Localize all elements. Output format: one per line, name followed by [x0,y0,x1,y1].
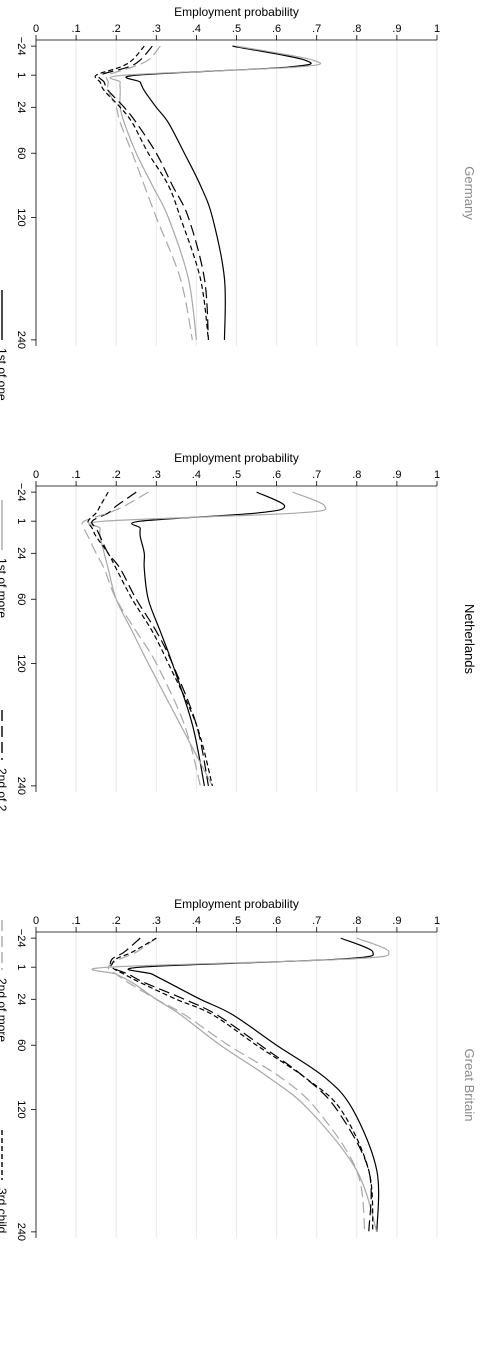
y-tick-label: .3 [152,23,161,35]
y-tick-label: .4 [192,23,201,35]
x-tick-label: 24 [15,547,27,559]
x-tick-label: 240 [15,1223,27,1241]
x-tick-label: 240 [15,331,27,349]
chart-panel-0: 0 .1 .2 .3 .4 .5 .6 .7 .8 .9 1 Employment probabili… [15,5,477,349]
y-tick-label: .5 [232,915,241,927]
x-tick-label: −24 [15,929,27,948]
x-tick-label: 120 [15,1100,27,1118]
y-tick-label: .2 [112,915,121,927]
x-tick-label: 60 [15,147,27,159]
x-tick-label: 24 [15,101,27,113]
legend: 1st of one 1st of more 2nd of 2 2nd of more… [0,290,9,1233]
series-line-2nd-of-2 [109,937,372,1232]
x-tick-label: −24 [15,483,27,502]
y-tick-label: .5 [232,469,241,481]
y-tick-label: .2 [112,23,121,35]
series-line-3rd-child [94,45,210,340]
y-axis-label: Employment probability [174,5,299,19]
chart-title: Great Britain [462,1049,477,1122]
legend-label: 1st of one [0,348,9,401]
series-line-1st-of-more [91,937,390,1233]
series-line-2nd-of-more [81,491,201,787]
y-tick-label: .1 [72,915,81,927]
y-tick-label: .3 [152,915,161,927]
series-line-1st-of-one [127,937,380,1232]
y-tick-label: .8 [352,469,361,481]
y-tick-label: 0 [33,469,39,481]
series-line-2nd-of-more [105,45,193,340]
x-tick-label: 24 [15,993,27,1005]
chart-panel-1: 0 .1 .2 .3 .4 .5 .6 .7 .8 .9 1 Employment probabili… [15,451,477,795]
y-tick-label: .6 [272,23,281,35]
x-tick-label: 60 [15,593,27,605]
series-line-1st-of-one [125,45,312,340]
y-tick-label: .7 [312,915,321,927]
x-tick-label: 1 [15,518,27,524]
y-tick-label: 0 [33,23,39,35]
y-axis-label: Employment probability [174,897,299,911]
series-line-2nd-of-2 [98,45,210,340]
y-tick-label: .6 [272,915,281,927]
chart-panel-2: 0 .1 .2 .3 .4 .5 .6 .7 .8 .9 1 Employment probabili… [15,897,477,1241]
series-line-2nd-of-more [107,937,366,1232]
series-line-2nd-of-2 [91,491,210,786]
x-tick-label: 1 [15,72,27,78]
y-tick-label: .5 [232,23,241,35]
legend-label: 3rd child [0,1188,9,1233]
x-tick-label: 120 [15,654,27,672]
y-tick-label: 1 [434,23,440,35]
y-tick-label: .7 [312,469,321,481]
chart-title: Germany [462,166,477,220]
y-tick-label: 1 [434,915,440,927]
y-tick-label: .4 [192,469,201,481]
y-tick-label: .6 [272,469,281,481]
y-tick-label: .8 [352,23,361,35]
x-tick-label: 1 [15,964,27,970]
chart-title: Netherlands [462,604,477,675]
y-tick-label: .8 [352,915,361,927]
legend-label: 2nd of 2 [0,768,9,812]
series-line-1st-of-more [109,45,321,340]
series-line-1st-of-one [131,491,286,786]
y-tick-label: 0 [33,915,39,927]
y-tick-label: .2 [112,469,121,481]
y-tick-label: .7 [312,23,321,35]
y-tick-label: .1 [72,469,81,481]
y-tick-label: .4 [192,915,201,927]
y-tick-label: 1 [434,469,440,481]
legend-label: 2nd of more [0,978,9,1042]
legend-label: 1st of more [0,558,9,618]
y-tick-label: .1 [72,23,81,35]
y-axis-label: Employment probability [174,451,299,465]
x-tick-label: −24 [15,37,27,56]
series-line-1st-of-more [88,491,327,787]
x-tick-label: 60 [15,1039,27,1051]
y-tick-label: .9 [392,23,401,35]
x-tick-label: 120 [15,208,27,226]
y-tick-label: .9 [392,469,401,481]
y-tick-label: .3 [152,469,161,481]
y-tick-label: .9 [392,915,401,927]
x-tick-label: 240 [15,777,27,795]
series-line-3rd-child [87,491,214,787]
